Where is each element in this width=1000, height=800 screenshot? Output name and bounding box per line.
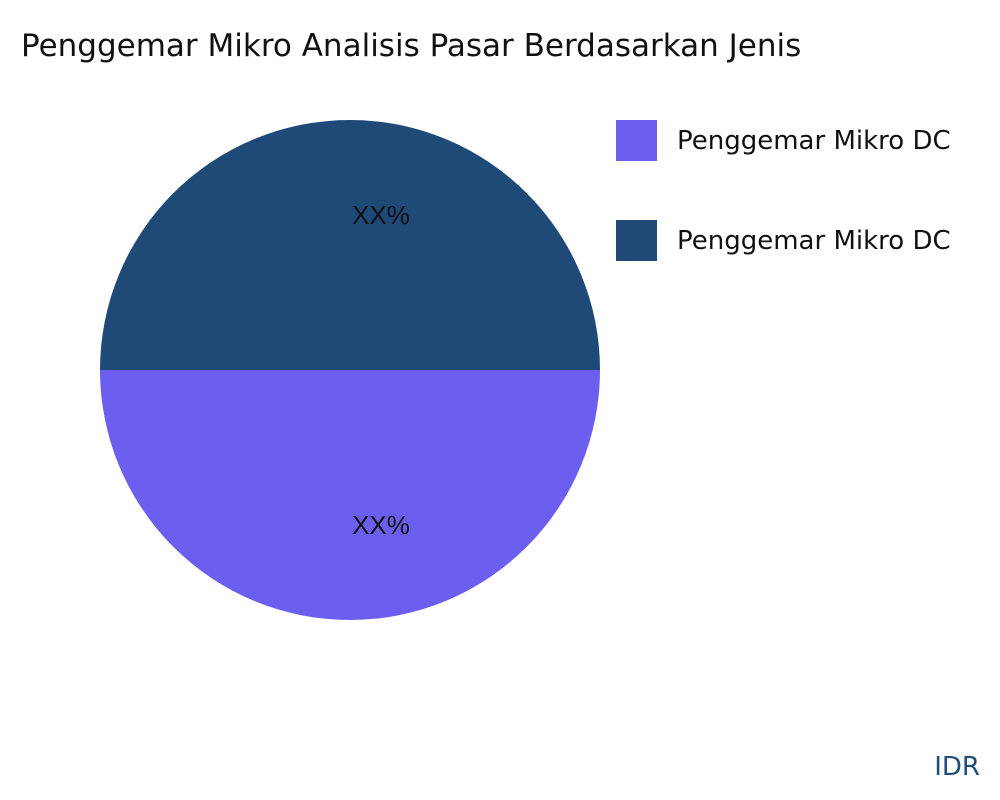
slice-label: XX% (352, 200, 410, 230)
slice-label: XX% (352, 510, 410, 540)
chart-title: Penggemar Mikro Analisis Pasar Berdasark… (21, 28, 802, 64)
pie-slice (100, 370, 600, 620)
pie-slice (100, 120, 600, 370)
legend-label: Penggemar Mikro DC (677, 125, 951, 156)
legend-item: Penggemar Mikro DC (616, 120, 951, 161)
legend-swatch (616, 120, 657, 161)
brand-logo-text: IDR (934, 752, 980, 782)
legend-label: Penggemar Mikro DC (677, 225, 951, 256)
legend-swatch (616, 220, 657, 261)
legend-item: Penggemar Mikro DC (616, 220, 951, 261)
